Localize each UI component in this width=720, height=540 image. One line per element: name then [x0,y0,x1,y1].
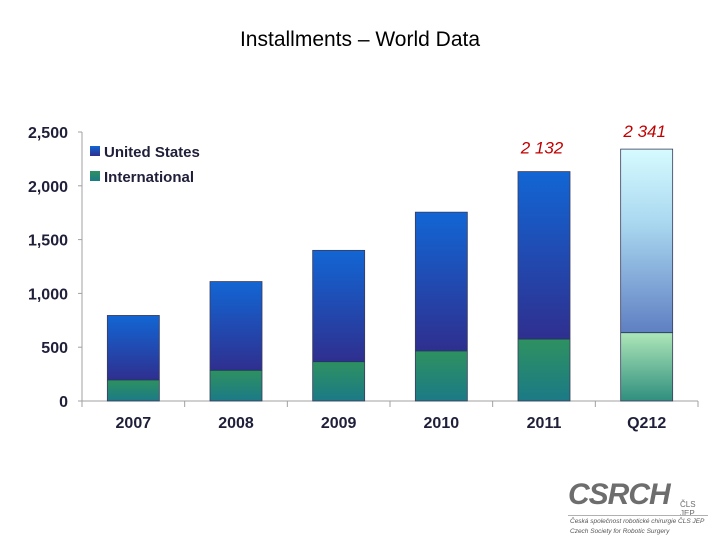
y-tick-label: 1,500 [28,233,68,250]
bar-outline-2008 [209,281,263,402]
legend-label: International [104,169,194,186]
legend-label: United States [104,144,200,161]
bar-united-states-2007 [107,315,160,381]
bar-international-2009 [312,361,365,401]
bar-outline-2009 [312,249,366,402]
logo-divider [568,515,708,516]
legend-swatch [90,146,100,156]
data-label: 2 341 [622,122,666,141]
logo-sub-text: ČLS JEP [680,500,696,518]
bar-outline-2010 [414,211,468,402]
y-tick-label: 0 [59,394,68,411]
bar-united-states-2011 [518,171,570,340]
x-tick-label: 2009 [321,415,357,432]
x-tick-label: 2010 [424,415,460,432]
bar-international-2008 [210,370,262,401]
bar-international-Q212 [620,332,673,401]
logo-caption-cz: Česká společnost robotické chirurgie ČLS… [570,518,705,525]
bar-united-states-2009 [312,250,365,362]
bar-international-2010 [415,350,468,401]
csrch-logo: CSRCH ČLS JEP Česká společnost robotické… [568,478,708,538]
y-tick-label: 2,500 [28,125,68,142]
bar-outline-Q212 [620,148,674,402]
logo-main-text: CSRCH [568,478,671,511]
chart-title: Installments – World Data [239,28,481,51]
bar-outline-2007 [106,315,160,402]
x-tick-label: 2008 [218,415,254,432]
logo-caption-en: Czech Society for Robotic Surgery [570,528,670,535]
legend-swatch [90,171,100,181]
x-tick-label: 2007 [116,415,152,432]
y-tick-label: 1,000 [28,286,68,303]
bar-united-states-2010 [415,212,468,351]
bar-international-2011 [518,339,570,401]
bar-outline-2011 [517,171,571,402]
bar-united-states-Q212 [620,149,673,333]
bar-united-states-2008 [210,281,262,371]
y-tick-label: 2,000 [28,179,68,196]
x-tick-label: 2011 [527,415,562,432]
data-label: 2 132 [520,139,564,158]
y-tick-label: 500 [41,340,68,357]
bar-international-2007 [107,380,160,401]
x-tick-label: Q212 [627,415,666,432]
